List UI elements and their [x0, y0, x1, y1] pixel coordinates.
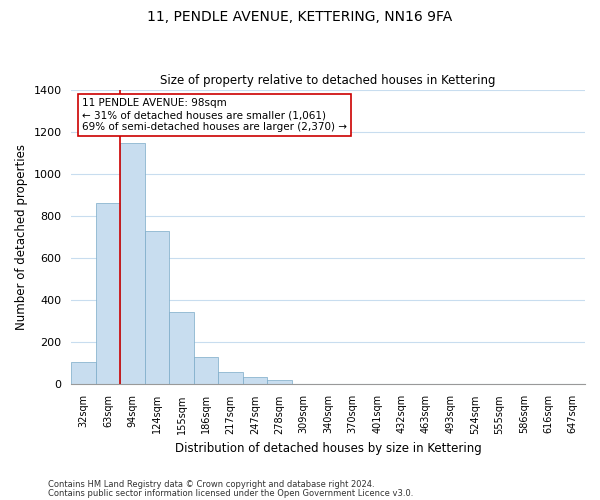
Title: Size of property relative to detached houses in Kettering: Size of property relative to detached ho… [160, 74, 496, 87]
Bar [267, 380, 292, 384]
Bar [121, 144, 145, 384]
Bar [169, 312, 194, 384]
Text: Contains HM Land Registry data © Crown copyright and database right 2024.: Contains HM Land Registry data © Crown c… [48, 480, 374, 489]
Y-axis label: Number of detached properties: Number of detached properties [15, 144, 28, 330]
Bar [242, 378, 267, 384]
Bar [71, 362, 96, 384]
X-axis label: Distribution of detached houses by size in Kettering: Distribution of detached houses by size … [175, 442, 482, 455]
Bar [194, 357, 218, 384]
Bar [96, 204, 121, 384]
Bar [218, 372, 242, 384]
Text: 11, PENDLE AVENUE, KETTERING, NN16 9FA: 11, PENDLE AVENUE, KETTERING, NN16 9FA [148, 10, 452, 24]
Bar [145, 230, 169, 384]
Text: Contains public sector information licensed under the Open Government Licence v3: Contains public sector information licen… [48, 488, 413, 498]
Text: 11 PENDLE AVENUE: 98sqm
← 31% of detached houses are smaller (1,061)
69% of semi: 11 PENDLE AVENUE: 98sqm ← 31% of detache… [82, 98, 347, 132]
